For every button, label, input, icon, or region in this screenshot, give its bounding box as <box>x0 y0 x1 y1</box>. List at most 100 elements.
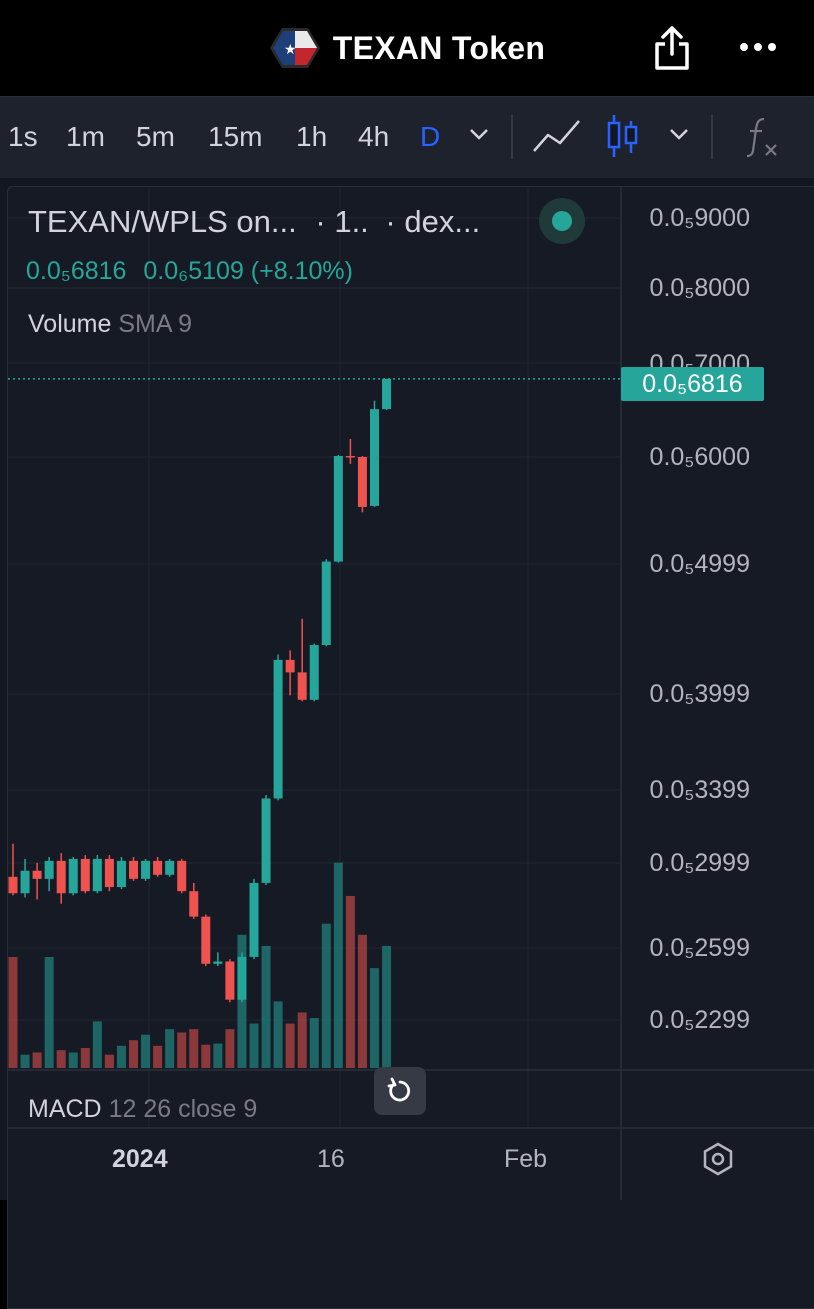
volume-bar <box>153 1045 163 1068</box>
volume-bar <box>20 1054 30 1068</box>
candle-body <box>201 916 211 964</box>
volume-bar <box>370 968 379 1068</box>
price-axis-label: 0.0₅2999 <box>649 849 750 877</box>
candle-body <box>225 961 235 1000</box>
volume-bar <box>129 1040 138 1068</box>
volume-bar <box>273 1001 283 1068</box>
candle-body <box>309 644 319 700</box>
candlestick-icon[interactable] <box>606 113 640 164</box>
price-axis-label: 0.0₅9000 <box>649 204 750 232</box>
timeframe-toolbar: 1s 1m 5m 15m 1h 4h D <box>0 96 814 179</box>
volume-bar <box>297 1012 307 1068</box>
source-label: · dex... <box>385 204 481 239</box>
volume-bar <box>141 1034 151 1068</box>
header-bar: ★ TEXAN Token <box>0 0 814 96</box>
candle-body <box>297 672 307 700</box>
reset-chart-button[interactable] <box>374 1067 426 1115</box>
settings-icon[interactable] <box>700 1141 736 1177</box>
time-axis-label: 2024 <box>112 1145 168 1173</box>
candle-body <box>165 860 175 875</box>
candle-body <box>321 561 331 645</box>
price-axis-label: 0.0₅8000 <box>649 274 750 302</box>
candle-body <box>80 858 90 892</box>
volume-bar <box>44 957 54 1068</box>
timeframe-5m[interactable]: 5m <box>136 121 175 152</box>
line-chart-icon[interactable] <box>532 117 582 162</box>
candle-body <box>189 891 199 917</box>
volume-bar <box>201 1044 211 1068</box>
more-dot <box>768 43 776 51</box>
volume-bar <box>261 945 271 1068</box>
ohlc-legend: 0.0₅6816 0.0₆5109 (+8.10%) <box>26 257 353 286</box>
time-axis-label: Feb <box>504 1145 548 1173</box>
candle-body <box>129 860 138 879</box>
candle-body <box>44 860 54 879</box>
candle-body <box>116 860 126 888</box>
candle-body <box>357 457 367 507</box>
svg-text:★: ★ <box>284 42 297 58</box>
candle-body <box>370 409 379 506</box>
timeframe-1h[interactable]: 1h <box>296 121 328 152</box>
title-wrap: ★ TEXAN Token <box>0 22 814 74</box>
candle-body <box>68 858 78 894</box>
price-axis-label: 0.0₅3399 <box>649 776 750 804</box>
volume-bar <box>92 1021 102 1068</box>
chevron-down-icon[interactable] <box>668 127 690 146</box>
indicators-fx-icon[interactable] <box>744 115 780 164</box>
candle-body <box>177 860 187 892</box>
candle-body <box>32 870 42 879</box>
toolbar-divider <box>711 115 713 159</box>
candlestick-chart[interactable] <box>0 0 814 1200</box>
volume-bar <box>321 923 331 1068</box>
timeframe-d[interactable]: D <box>420 121 441 152</box>
volume-bar <box>104 1054 114 1068</box>
market-status-indicator[interactable] <box>539 198 585 244</box>
volume-bar <box>68 1052 78 1068</box>
volume-bar <box>32 1052 42 1068</box>
volume-title: Volume <box>28 310 112 338</box>
volume-legend[interactable]: Volume SMA 9 <box>28 310 192 339</box>
candle-body <box>285 659 295 673</box>
volume-bar <box>165 1029 175 1068</box>
macd-legend[interactable]: MACD 12 26 close 9 <box>28 1095 257 1124</box>
macd-title: MACD <box>28 1095 102 1123</box>
volume-sma: SMA 9 <box>118 310 192 338</box>
current-price-tag: 0.0₅6816 <box>621 367 764 401</box>
volume-bar <box>80 1048 90 1068</box>
volume-bar <box>213 1043 223 1068</box>
candle-body <box>261 798 271 883</box>
volume-bar <box>249 1023 259 1068</box>
candle-body <box>20 870 30 894</box>
candle-body <box>92 858 102 892</box>
more-horizontal-icon[interactable] <box>736 32 780 62</box>
more-dot <box>754 43 762 51</box>
toolbar-divider <box>511 115 513 159</box>
volume-bar <box>382 945 392 1068</box>
volume-bar <box>177 1032 187 1068</box>
candle-body <box>213 961 223 964</box>
volume-bar <box>56 1050 66 1068</box>
interval-label: · 1.. <box>315 204 369 239</box>
candle-body <box>153 860 163 875</box>
timeframe-1m[interactable]: 1m <box>66 121 105 152</box>
volume-bar <box>333 862 343 1068</box>
price-axis-label: 0.0₅2599 <box>649 934 750 962</box>
share-icon[interactable] <box>652 24 692 72</box>
timeframe-1s[interactable]: 1s <box>8 121 38 152</box>
timeframe-4h[interactable]: 4h <box>358 121 390 152</box>
price-axis-label: 0.0₅3999 <box>649 680 750 708</box>
more-dot <box>740 43 748 51</box>
price-axis-label: 0.0₅6000 <box>649 443 750 471</box>
candle-body <box>8 876 18 894</box>
price-axis-label: 0.0₅2299 <box>649 1006 750 1034</box>
chevron-down-icon[interactable] <box>468 127 490 146</box>
price-value: 0.0₅6816 <box>26 257 127 285</box>
timeframe-15m[interactable]: 15m <box>208 121 263 152</box>
symbol-legend[interactable]: TEXAN/WPLS on... · 1.. · dex... <box>28 204 480 240</box>
volume-bar <box>189 1029 199 1068</box>
candle-body <box>141 860 151 879</box>
volume-bar <box>309 1018 319 1068</box>
symbol-name: TEXAN/WPLS on... <box>28 204 297 239</box>
time-axis-label: 16 <box>317 1145 345 1173</box>
volume-bar <box>357 934 367 1068</box>
